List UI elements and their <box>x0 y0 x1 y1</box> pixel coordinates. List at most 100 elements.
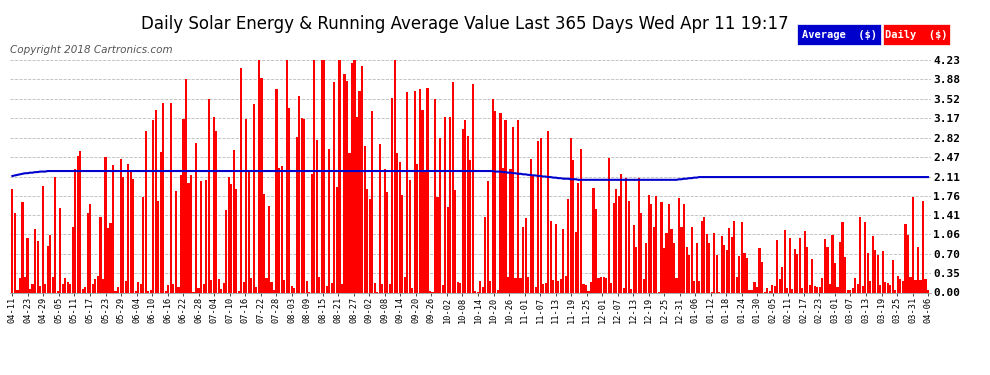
Bar <box>112 165 114 292</box>
Bar <box>331 284 333 292</box>
Bar <box>917 247 919 292</box>
Bar <box>446 207 448 292</box>
Bar <box>866 253 869 292</box>
Bar <box>557 281 559 292</box>
Bar <box>263 194 265 292</box>
Bar <box>280 166 283 292</box>
Bar <box>268 206 270 292</box>
Bar <box>492 99 494 292</box>
Bar <box>834 263 837 292</box>
Bar <box>449 117 451 292</box>
Bar <box>869 282 871 292</box>
Bar <box>894 290 897 292</box>
Bar <box>864 222 866 292</box>
Bar <box>79 152 81 292</box>
Bar <box>399 162 401 292</box>
Bar <box>615 189 617 292</box>
Bar <box>434 99 437 292</box>
Bar <box>543 284 545 292</box>
Bar <box>47 246 49 292</box>
Bar <box>713 233 716 292</box>
Bar <box>11 189 14 292</box>
Bar <box>726 250 728 292</box>
Bar <box>236 189 238 292</box>
Bar <box>636 247 638 292</box>
Bar <box>620 174 623 292</box>
Bar <box>231 184 233 292</box>
Bar <box>502 168 504 292</box>
Bar <box>159 152 162 292</box>
Bar <box>44 284 47 292</box>
Bar <box>167 285 169 292</box>
Bar <box>326 286 328 292</box>
Bar <box>544 284 546 292</box>
Bar <box>538 141 540 292</box>
Bar <box>313 60 316 292</box>
Bar <box>827 247 829 292</box>
Bar <box>117 287 119 292</box>
Bar <box>708 243 710 292</box>
Bar <box>301 118 303 292</box>
Bar <box>572 160 574 292</box>
Bar <box>678 198 680 292</box>
Bar <box>605 278 607 292</box>
Bar <box>71 227 74 292</box>
Text: Average  ($): Average ($) <box>802 30 876 40</box>
Bar <box>817 287 819 292</box>
Bar <box>842 222 843 292</box>
Bar <box>241 68 243 292</box>
Bar <box>250 278 252 292</box>
Bar <box>459 283 461 292</box>
Bar <box>670 229 672 292</box>
Bar <box>278 168 280 292</box>
Bar <box>691 227 693 292</box>
Bar <box>29 290 31 292</box>
Bar <box>814 286 816 292</box>
Bar <box>739 256 741 292</box>
Bar <box>751 290 753 292</box>
Bar <box>675 278 677 292</box>
Bar <box>683 204 685 292</box>
Bar <box>42 186 44 292</box>
Bar <box>427 88 429 292</box>
Bar <box>175 190 177 292</box>
Bar <box>361 66 363 292</box>
Bar <box>69 284 71 292</box>
Bar <box>371 111 373 292</box>
Bar <box>871 236 874 292</box>
Bar <box>344 75 346 292</box>
Bar <box>882 251 884 292</box>
Bar <box>884 282 886 292</box>
Bar <box>17 290 19 292</box>
Bar <box>564 276 567 292</box>
Bar <box>854 278 856 292</box>
Bar <box>786 288 788 292</box>
Bar <box>233 150 235 292</box>
Bar <box>652 227 655 292</box>
Bar <box>97 276 99 292</box>
Bar <box>208 99 210 292</box>
Bar <box>39 286 42 292</box>
Bar <box>228 177 230 292</box>
Bar <box>260 78 262 292</box>
Bar <box>673 243 675 292</box>
Bar <box>743 253 745 292</box>
Bar <box>766 288 768 292</box>
Bar <box>82 289 84 292</box>
Bar <box>394 60 396 292</box>
Bar <box>577 183 579 292</box>
Bar <box>411 288 414 292</box>
Bar <box>409 180 411 292</box>
Bar <box>685 247 688 292</box>
Bar <box>185 79 187 292</box>
Bar <box>238 291 240 292</box>
Bar <box>643 279 644 292</box>
Bar <box>628 201 630 292</box>
Bar <box>306 280 308 292</box>
Bar <box>647 195 649 292</box>
Bar <box>532 176 535 292</box>
Bar <box>157 201 159 292</box>
Bar <box>497 290 499 292</box>
Bar <box>734 221 736 292</box>
Bar <box>417 164 419 292</box>
